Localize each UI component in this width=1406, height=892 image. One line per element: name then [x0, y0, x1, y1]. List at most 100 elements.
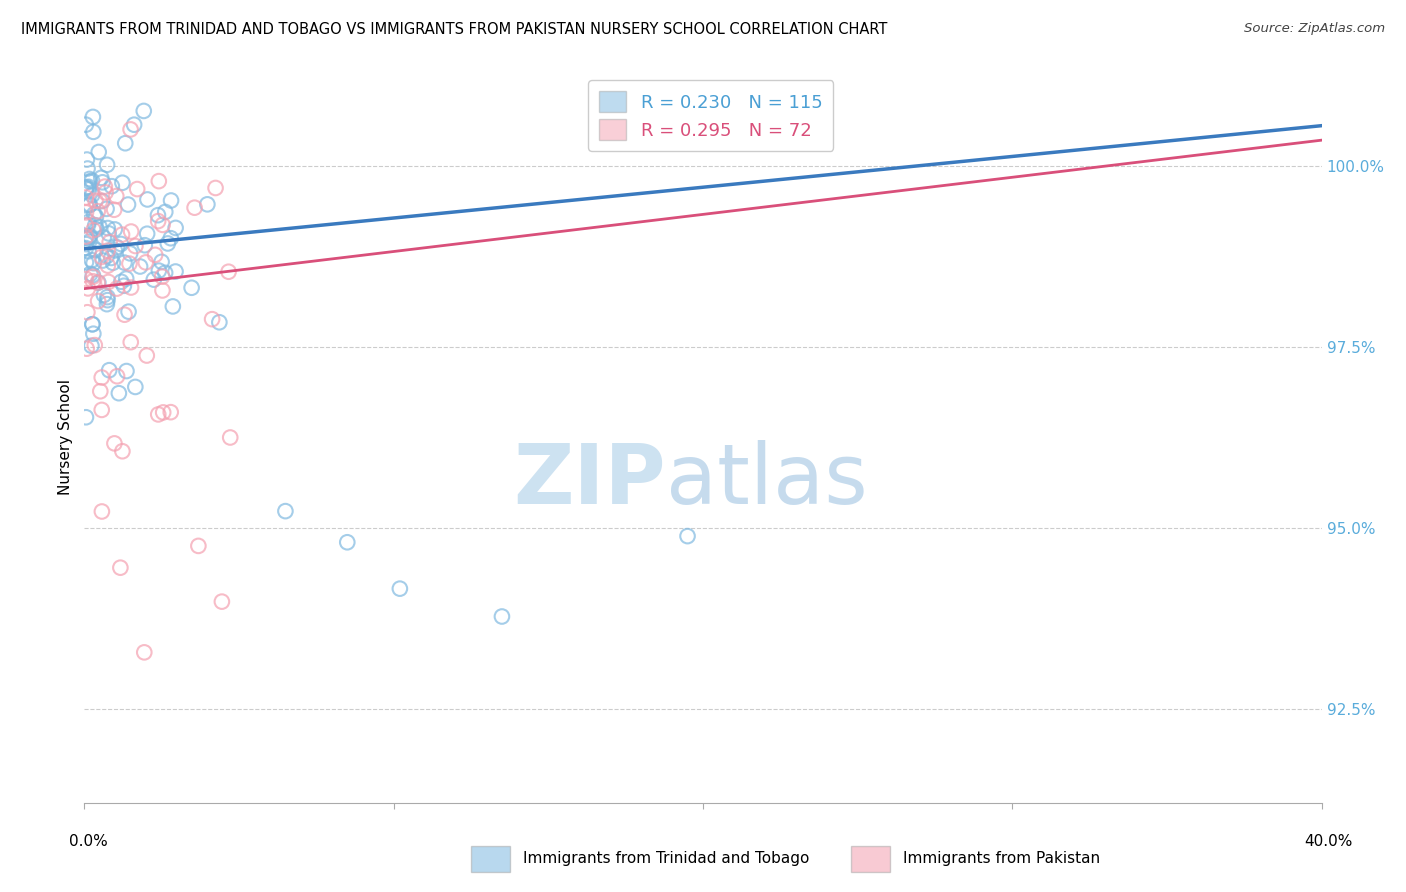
Point [114, 255, 136, 269]
Point [100, 251, 122, 265]
Point [75, 181, 97, 195]
Point [148, 263, 170, 277]
Point [155, 205, 177, 219]
Point [77, 179, 100, 194]
Point [79, 172, 101, 186]
Point [180, 281, 202, 295]
Point [101, 256, 124, 270]
Text: 0.0%: 0.0% [69, 834, 108, 849]
Point [187, 539, 209, 553]
Point [75, 241, 97, 255]
Point [90, 504, 112, 518]
Point [83, 338, 105, 352]
Point [93, 230, 115, 244]
Point [105, 240, 128, 254]
Point [104, 244, 127, 258]
Point [84, 218, 107, 232]
Point [153, 266, 176, 280]
Point [82, 317, 104, 331]
Point [146, 214, 169, 228]
Point [165, 220, 187, 235]
Point [75, 229, 97, 244]
Point [75, 190, 97, 204]
Point [82, 223, 104, 237]
Point [160, 194, 183, 208]
Point [208, 315, 231, 329]
Point [156, 236, 179, 251]
Point [82, 268, 104, 282]
Point [75, 255, 97, 269]
Point [80, 174, 103, 188]
Point [84, 194, 107, 208]
Point [79, 197, 101, 211]
Point [77, 281, 100, 295]
Point [105, 189, 128, 203]
Point [120, 225, 142, 239]
Point [122, 118, 145, 132]
Point [114, 136, 136, 151]
Point [87, 276, 110, 290]
Point [148, 408, 170, 422]
Point [135, 255, 157, 269]
Point [142, 272, 165, 286]
Point [112, 278, 135, 293]
Text: Source: ZipAtlas.com: Source: ZipAtlas.com [1244, 22, 1385, 36]
Point [76, 180, 98, 194]
Point [84, 243, 107, 257]
Point [91, 253, 114, 268]
Point [97, 275, 120, 289]
Point [89, 384, 111, 399]
Point [211, 594, 233, 608]
Point [79, 267, 101, 281]
Point [150, 255, 173, 269]
Point [110, 560, 132, 574]
Point [195, 197, 218, 211]
Point [82, 188, 104, 202]
Point [134, 238, 156, 252]
Point [148, 174, 170, 188]
Point [75, 272, 97, 286]
Point [162, 300, 184, 314]
Point [79, 228, 101, 243]
Point [105, 369, 128, 384]
Point [75, 181, 97, 195]
Point [491, 609, 513, 624]
Point [219, 430, 242, 444]
Point [152, 284, 174, 298]
Point [76, 342, 98, 356]
Point [75, 410, 97, 425]
Y-axis label: Nursery School: Nursery School [58, 379, 73, 495]
Point [77, 182, 100, 196]
Point [94, 179, 117, 194]
Point [90, 250, 112, 264]
Point [98, 363, 121, 377]
Point [87, 293, 110, 308]
Point [135, 349, 157, 363]
Point [87, 145, 110, 159]
Point [159, 231, 181, 245]
Point [80, 253, 103, 268]
Point [90, 403, 112, 417]
Point [87, 204, 110, 219]
Point [111, 227, 134, 242]
Point [79, 175, 101, 189]
Point [87, 276, 110, 290]
Point [129, 260, 152, 274]
Point [82, 326, 104, 341]
Point [204, 181, 226, 195]
Text: IMMIGRANTS FROM TRINIDAD AND TOBAGO VS IMMIGRANTS FROM PAKISTAN NURSERY SCHOOL C: IMMIGRANTS FROM TRINIDAD AND TOBAGO VS I… [21, 22, 887, 37]
Point [75, 198, 97, 212]
Point [388, 582, 411, 596]
Text: Immigrants from Pakistan: Immigrants from Pakistan [903, 852, 1099, 866]
Point [96, 293, 118, 307]
Point [79, 229, 101, 244]
Point [159, 405, 181, 419]
Point [75, 118, 97, 132]
Point [82, 110, 104, 124]
Point [82, 269, 104, 284]
Point [97, 259, 120, 273]
Point [120, 122, 142, 136]
Point [76, 305, 98, 319]
Point [676, 529, 699, 543]
Point [201, 312, 224, 326]
